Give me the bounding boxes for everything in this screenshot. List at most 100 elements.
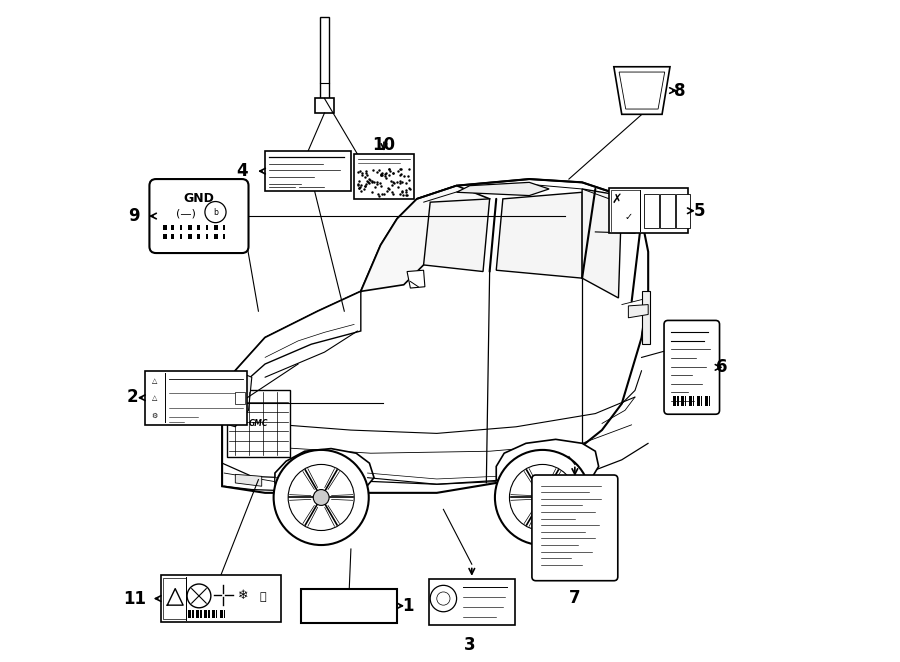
Bar	[676, 193, 690, 228]
Bar	[161, 575, 281, 622]
Circle shape	[430, 585, 456, 612]
Polygon shape	[224, 371, 252, 427]
Bar	[208, 610, 210, 618]
Bar	[171, 234, 174, 239]
Circle shape	[205, 201, 226, 222]
Bar	[201, 610, 202, 618]
Text: 2: 2	[127, 388, 139, 406]
Text: (—): (—)	[176, 209, 195, 218]
Bar	[193, 610, 194, 618]
Text: △: △	[152, 395, 158, 401]
FancyBboxPatch shape	[664, 320, 719, 414]
Polygon shape	[361, 185, 490, 291]
Bar	[214, 234, 218, 239]
Polygon shape	[496, 440, 598, 493]
Bar	[180, 234, 183, 239]
Bar	[171, 224, 174, 230]
Circle shape	[535, 489, 551, 505]
FancyBboxPatch shape	[532, 475, 617, 581]
Polygon shape	[619, 72, 665, 109]
Bar	[205, 234, 208, 239]
Polygon shape	[235, 475, 262, 487]
Bar	[197, 224, 200, 230]
Bar	[224, 610, 225, 618]
Text: ❄: ❄	[238, 589, 248, 602]
Bar	[204, 610, 207, 618]
Text: 10: 10	[373, 136, 395, 154]
Text: ✗: ✗	[611, 193, 622, 206]
Text: ⚙: ⚙	[151, 412, 158, 418]
Text: 1: 1	[402, 597, 414, 615]
Bar	[701, 396, 702, 406]
Circle shape	[509, 465, 575, 530]
Text: 📘: 📘	[260, 592, 266, 602]
Text: △: △	[152, 378, 158, 384]
Bar	[228, 391, 290, 457]
Bar	[180, 224, 183, 230]
Bar	[302, 589, 397, 623]
Polygon shape	[614, 67, 670, 115]
Bar	[642, 291, 650, 344]
Bar	[212, 610, 215, 618]
Bar	[315, 99, 334, 113]
Text: 11: 11	[122, 590, 146, 608]
Text: 4: 4	[236, 162, 248, 180]
Polygon shape	[456, 182, 549, 195]
Polygon shape	[407, 270, 425, 288]
Circle shape	[274, 450, 369, 545]
Polygon shape	[582, 189, 622, 298]
Bar	[698, 396, 699, 406]
Bar	[608, 188, 688, 233]
Text: ✓: ✓	[625, 212, 633, 222]
Circle shape	[436, 592, 450, 605]
Text: 7: 7	[569, 589, 580, 607]
Circle shape	[313, 489, 329, 505]
Text: GMC: GMC	[249, 419, 268, 428]
Bar	[644, 193, 659, 228]
Circle shape	[187, 584, 211, 608]
Bar	[196, 610, 199, 618]
Bar	[235, 393, 245, 404]
Bar	[429, 579, 515, 625]
Bar	[216, 610, 218, 618]
Bar	[222, 234, 225, 239]
Polygon shape	[424, 199, 490, 271]
Bar	[705, 396, 707, 406]
Bar	[265, 152, 351, 191]
Bar	[214, 224, 218, 230]
Text: 3: 3	[464, 636, 475, 655]
Bar	[220, 610, 222, 618]
Bar	[709, 396, 710, 406]
Bar	[188, 610, 191, 618]
Circle shape	[288, 465, 355, 530]
Bar	[163, 234, 166, 239]
Polygon shape	[274, 478, 305, 489]
Polygon shape	[163, 578, 185, 619]
Text: 9: 9	[129, 207, 140, 225]
Bar	[205, 224, 208, 230]
Text: 5: 5	[694, 202, 706, 220]
Polygon shape	[222, 291, 361, 401]
Polygon shape	[496, 192, 582, 278]
FancyBboxPatch shape	[149, 179, 248, 253]
Bar	[685, 396, 687, 406]
Polygon shape	[222, 179, 648, 493]
Text: GND: GND	[184, 193, 214, 205]
Polygon shape	[628, 305, 648, 318]
Bar	[197, 234, 200, 239]
Bar	[355, 154, 414, 199]
Text: 8: 8	[674, 81, 686, 99]
Text: 6: 6	[716, 358, 728, 376]
Bar	[681, 396, 684, 406]
Bar	[693, 396, 695, 406]
Bar	[145, 371, 248, 425]
Bar	[678, 396, 679, 406]
Bar	[673, 396, 676, 406]
Bar	[320, 17, 329, 100]
Bar	[188, 234, 193, 239]
Polygon shape	[274, 449, 374, 495]
Bar	[163, 224, 166, 230]
Text: b: b	[213, 208, 218, 216]
Bar	[689, 396, 692, 406]
Bar	[188, 224, 193, 230]
